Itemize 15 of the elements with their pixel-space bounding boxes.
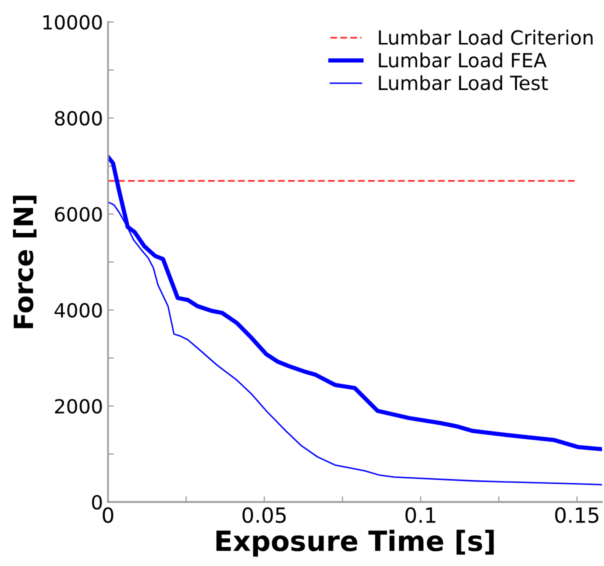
x-tick-label: 0.1 xyxy=(405,507,436,523)
y-tick-label: 0 xyxy=(92,494,102,510)
y-tick-label: 8000 xyxy=(54,110,102,126)
y-axis-title: Force [N] xyxy=(12,196,36,328)
legend-label: Lumbar Load Test xyxy=(378,75,548,90)
y-tick-label: 6000 xyxy=(55,206,102,222)
x-tick-label: 0 xyxy=(102,507,114,523)
y-tick-label: 4000 xyxy=(54,302,102,318)
x-axis-title: Exposure Time [s] xyxy=(216,530,494,557)
y-tick-label: 10000 xyxy=(43,14,102,30)
x-tick-label: 0.05 xyxy=(242,507,286,523)
legend-label: Lumbar Load FEA xyxy=(378,52,547,68)
y-tick-label: 2000 xyxy=(55,398,102,414)
x-tick-label: 0.15 xyxy=(555,507,598,523)
legend-label: Lumbar Load Criterion xyxy=(378,30,593,45)
